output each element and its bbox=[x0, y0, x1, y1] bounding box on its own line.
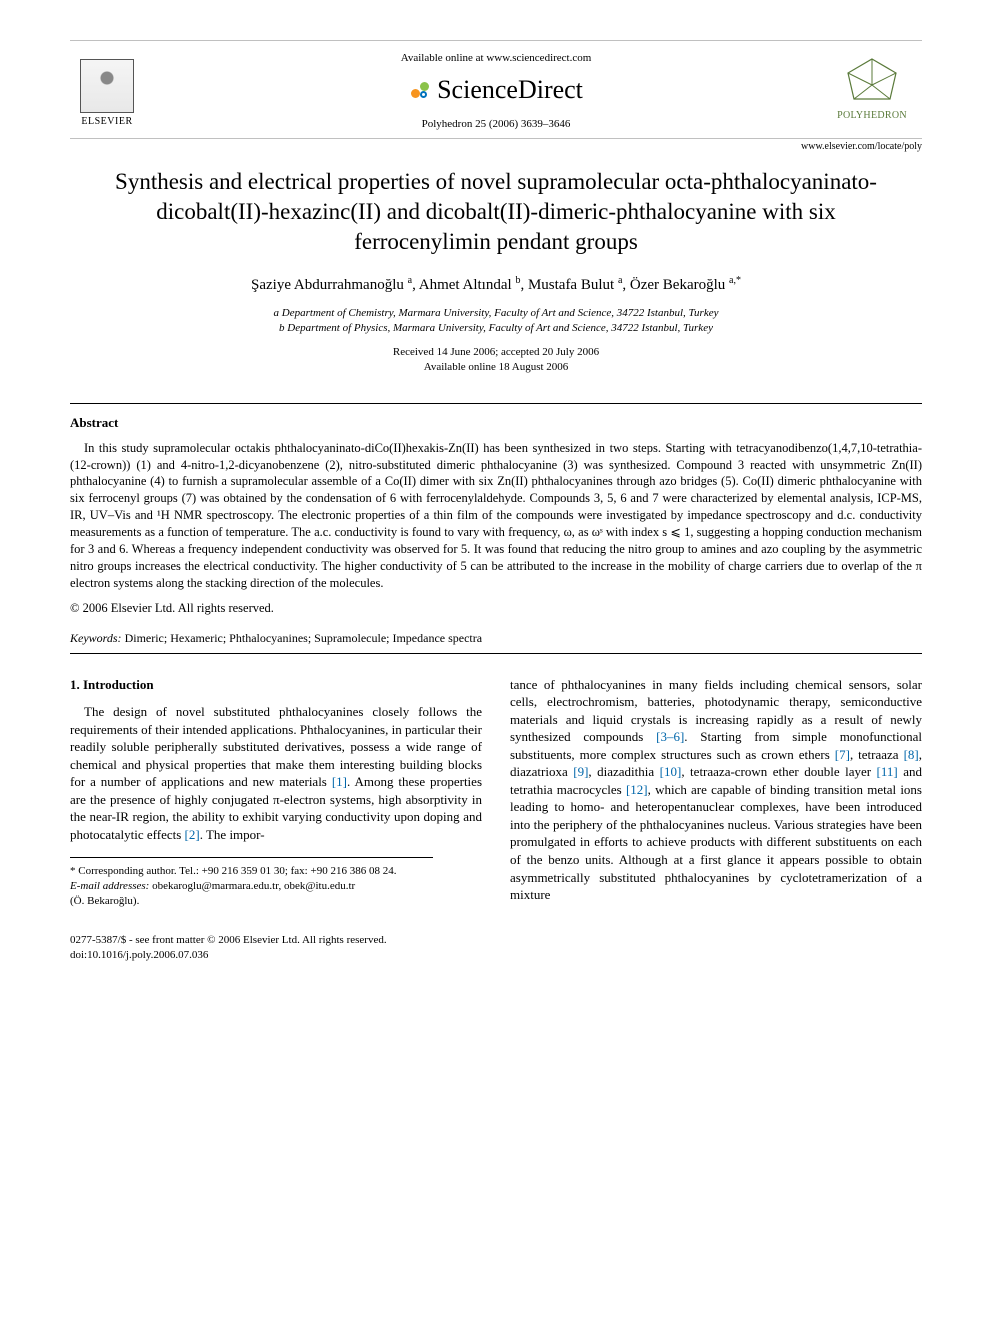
affiliations: a Department of Chemistry, Marmara Unive… bbox=[70, 306, 922, 336]
issn-line: 0277-5387/$ - see front matter © 2006 El… bbox=[70, 933, 922, 948]
body-columns: 1. Introduction The design of novel subs… bbox=[70, 676, 922, 909]
affiliation-b: b Department of Physics, Marmara Univers… bbox=[70, 321, 922, 336]
page-footer: 0277-5387/$ - see front matter © 2006 El… bbox=[70, 933, 922, 963]
journal-header: ELSEVIER Available online at www.science… bbox=[70, 40, 922, 139]
keywords-label: Keywords: bbox=[70, 631, 122, 645]
affiliation-a: a Department of Chemistry, Marmara Unive… bbox=[70, 306, 922, 321]
intro-para-2: tance of phthalocyanines in many fields … bbox=[510, 676, 922, 904]
sciencedirect-icon bbox=[409, 78, 431, 100]
email-line: E-mail addresses: obekaroglu@marmara.edu… bbox=[70, 879, 433, 894]
email-addresses: obekaroglu@marmara.edu.tr, obek@itu.edu.… bbox=[152, 880, 355, 892]
divider bbox=[70, 653, 922, 654]
article-title: Synthesis and electrical properties of n… bbox=[90, 167, 902, 257]
introduction-heading: 1. Introduction bbox=[70, 676, 482, 694]
corresponding-author-footnote: * Corresponding author. Tel.: +90 216 35… bbox=[70, 857, 433, 909]
authors-line: Şaziye Abdurrahmanoğlu a, Ahmet Altındal… bbox=[70, 274, 922, 295]
polyhedron-logo: POLYHEDRON bbox=[822, 55, 922, 123]
available-online-date: Available online 18 August 2006 bbox=[70, 360, 922, 375]
keywords: Keywords: Dimeric; Hexameric; Phthalocya… bbox=[70, 630, 922, 646]
sciencedirect-text: ScienceDirect bbox=[437, 72, 583, 107]
abstract-heading: Abstract bbox=[70, 414, 922, 432]
keywords-list: Dimeric; Hexameric; Phthalocyanines; Sup… bbox=[125, 631, 483, 645]
abstract-body: In this study supramolecular octakis pht… bbox=[70, 440, 922, 592]
copyright-line: © 2006 Elsevier Ltd. All rights reserved… bbox=[70, 600, 922, 617]
polyhedron-icon bbox=[842, 55, 902, 107]
available-online-line: Available online at www.sciencedirect.co… bbox=[70, 51, 922, 66]
elsevier-tree-icon bbox=[80, 59, 134, 113]
article-dates: Received 14 June 2006; accepted 20 July … bbox=[70, 345, 922, 375]
header-center: Available online at www.sciencedirect.co… bbox=[70, 51, 922, 132]
divider bbox=[70, 403, 922, 404]
intro-para-1: The design of novel substituted phthaloc… bbox=[70, 703, 482, 843]
elsevier-label: ELSEVIER bbox=[70, 115, 144, 129]
received-accepted: Received 14 June 2006; accepted 20 July … bbox=[70, 345, 922, 360]
journal-url: www.elsevier.com/locate/poly bbox=[801, 140, 922, 154]
abstract-text: In this study supramolecular octakis pht… bbox=[70, 440, 922, 592]
doi-line: doi:10.1016/j.poly.2006.07.036 bbox=[70, 948, 922, 963]
citation-line: Polyhedron 25 (2006) 3639–3646 bbox=[70, 117, 922, 132]
elsevier-logo: ELSEVIER bbox=[70, 59, 144, 129]
polyhedron-label: POLYHEDRON bbox=[822, 109, 922, 123]
sciencedirect-logo: ScienceDirect bbox=[70, 72, 922, 107]
corr-author-line: * Corresponding author. Tel.: +90 216 35… bbox=[70, 864, 433, 879]
footnote-author-paren: (Ö. Bekaroğlu). bbox=[70, 894, 433, 909]
email-label: E-mail addresses: bbox=[70, 880, 149, 892]
